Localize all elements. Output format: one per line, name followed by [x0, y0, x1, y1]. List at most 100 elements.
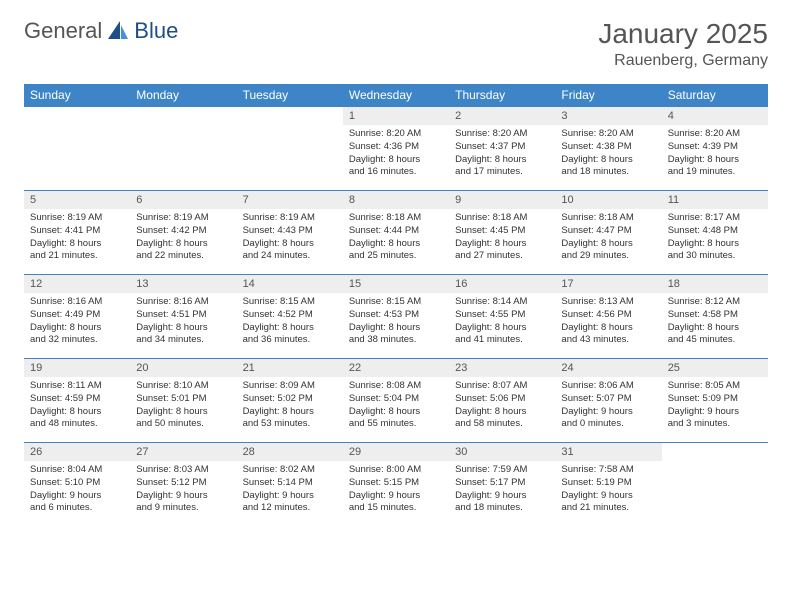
day-info-line: Sunrise: 8:20 AM: [455, 128, 549, 141]
day-info-line: Sunset: 5:14 PM: [243, 477, 337, 490]
day-number: 22: [343, 359, 449, 377]
day-number: 4: [662, 107, 768, 125]
day-info-line: Daylight: 9 hours: [136, 490, 230, 503]
day-info-line: Sunrise: 8:05 AM: [668, 380, 762, 393]
day-info-line: Sunset: 4:43 PM: [243, 225, 337, 238]
day-number: 16: [449, 275, 555, 293]
day-number: 5: [24, 191, 130, 209]
day-info-line: and 29 minutes.: [561, 250, 655, 263]
day-number: 17: [555, 275, 661, 293]
logo-text-general: General: [24, 18, 102, 44]
day-info: Sunrise: 8:14 AMSunset: 4:55 PMDaylight:…: [449, 293, 555, 351]
day-info-line: Sunset: 4:53 PM: [349, 309, 443, 322]
day-info-line: Sunrise: 8:02 AM: [243, 464, 337, 477]
day-info-line: Daylight: 8 hours: [668, 154, 762, 167]
calendar-day-cell: 24Sunrise: 8:06 AMSunset: 5:07 PMDayligh…: [555, 359, 661, 443]
day-info-line: Daylight: 8 hours: [455, 154, 549, 167]
day-info: Sunrise: 8:19 AMSunset: 4:42 PMDaylight:…: [130, 209, 236, 267]
calendar-day-cell: 14 Sunrise: 8:15 AMSunset: 4:52 PMDayligh…: [237, 275, 343, 359]
day-number: 25: [662, 359, 768, 377]
day-info: Sunrise: 8:15 AMSunset: 4:53 PMDaylight:…: [343, 293, 449, 351]
day-info-line: Daylight: 8 hours: [349, 322, 443, 335]
day-info-line: and 43 minutes.: [561, 334, 655, 347]
day-info-line: and 21 minutes.: [561, 502, 655, 515]
day-info: Sunrise: 8:05 AMSunset: 5:09 PMDaylight:…: [662, 377, 768, 435]
day-info: Sunrise: 8:00 AMSunset: 5:15 PMDaylight:…: [343, 461, 449, 519]
day-info-line: and 19 minutes.: [668, 166, 762, 179]
day-number: 14: [237, 275, 343, 293]
day-number: 29: [343, 443, 449, 461]
day-info-line: Sunset: 5:10 PM: [30, 477, 124, 490]
calendar-day-cell: 16Sunrise: 8:14 AMSunset: 4:55 PMDayligh…: [449, 275, 555, 359]
calendar-day-cell: [237, 107, 343, 191]
day-info-line: Sunset: 5:07 PM: [561, 393, 655, 406]
logo: General Blue: [24, 18, 178, 44]
day-info-line: Daylight: 8 hours: [243, 322, 337, 335]
day-header: Monday: [130, 84, 236, 107]
day-info-line: Daylight: 8 hours: [668, 322, 762, 335]
calendar-day-cell: 18Sunrise: 8:12 AMSunset: 4:58 PMDayligh…: [662, 275, 768, 359]
day-number: 10: [555, 191, 661, 209]
day-info-line: Sunset: 4:52 PM: [243, 309, 337, 322]
day-header: Friday: [555, 84, 661, 107]
day-info-line: and 36 minutes.: [243, 334, 337, 347]
logo-text-blue: Blue: [134, 18, 178, 44]
day-info-line: Sunrise: 8:12 AM: [668, 296, 762, 309]
day-info-line: Sunset: 4:49 PM: [30, 309, 124, 322]
day-info-line: Sunset: 5:06 PM: [455, 393, 549, 406]
day-info-line: and 45 minutes.: [668, 334, 762, 347]
day-info: Sunrise: 8:10 AMSunset: 5:01 PMDaylight:…: [130, 377, 236, 435]
day-info-line: Sunrise: 8:03 AM: [136, 464, 230, 477]
day-number: 20: [130, 359, 236, 377]
day-info: Sunrise: 8:16 AMSunset: 4:51 PMDaylight:…: [130, 293, 236, 351]
day-info-line: Daylight: 8 hours: [455, 322, 549, 335]
day-number: 21: [237, 359, 343, 377]
day-info-line: Sunrise: 8:20 AM: [668, 128, 762, 141]
month-title: January 2025: [598, 18, 768, 50]
day-info-line: and 6 minutes.: [30, 502, 124, 515]
day-info-line: and 53 minutes.: [243, 418, 337, 431]
calendar-day-cell: 27Sunrise: 8:03 AMSunset: 5:12 PMDayligh…: [130, 443, 236, 527]
day-info-line: Sunset: 4:56 PM: [561, 309, 655, 322]
day-info: Sunrise: 8:09 AMSunset: 5:02 PMDaylight:…: [237, 377, 343, 435]
calendar-day-cell: 10Sunrise: 8:18 AMSunset: 4:47 PMDayligh…: [555, 191, 661, 275]
day-info-line: and 25 minutes.: [349, 250, 443, 263]
day-info-line: Sunset: 4:58 PM: [668, 309, 762, 322]
day-info: Sunrise: 8:06 AMSunset: 5:07 PMDaylight:…: [555, 377, 661, 435]
day-info: Sunrise: 8:20 AMSunset: 4:37 PMDaylight:…: [449, 125, 555, 183]
day-number: 2: [449, 107, 555, 125]
day-info-line: Sunset: 4:47 PM: [561, 225, 655, 238]
day-info-line: Daylight: 8 hours: [136, 406, 230, 419]
day-info-line: and 27 minutes.: [455, 250, 549, 263]
day-info: Sunrise: 8:18 AMSunset: 4:45 PMDaylight:…: [449, 209, 555, 267]
day-info-line: Sunset: 5:15 PM: [349, 477, 443, 490]
day-number: 19: [24, 359, 130, 377]
calendar-day-cell: 17Sunrise: 8:13 AMSunset: 4:56 PMDayligh…: [555, 275, 661, 359]
day-info-line: Sunset: 5:04 PM: [349, 393, 443, 406]
day-info-line: Daylight: 8 hours: [30, 322, 124, 335]
day-info-line: Sunrise: 8:07 AM: [455, 380, 549, 393]
day-info: Sunrise: 7:59 AMSunset: 5:17 PMDaylight:…: [449, 461, 555, 519]
calendar-day-cell: 1Sunrise: 8:20 AMSunset: 4:36 PMDaylight…: [343, 107, 449, 191]
day-info-line: Sunrise: 7:58 AM: [561, 464, 655, 477]
day-number: 12: [24, 275, 130, 293]
day-info-line: and 17 minutes.: [455, 166, 549, 179]
day-info-line: Sunset: 5:12 PM: [136, 477, 230, 490]
day-info: Sunrise: 8:19 AMSunset: 4:43 PMDaylight:…: [237, 209, 343, 267]
day-info-line: Sunrise: 8:19 AM: [243, 212, 337, 225]
day-info-line: Daylight: 8 hours: [455, 238, 549, 251]
title-block: January 2025 Rauenberg, Germany: [598, 18, 768, 70]
calendar-day-cell: 21Sunrise: 8:09 AMSunset: 5:02 PMDayligh…: [237, 359, 343, 443]
day-info-line: Daylight: 8 hours: [243, 406, 337, 419]
calendar-day-cell: 26Sunrise: 8:04 AMSunset: 5:10 PMDayligh…: [24, 443, 130, 527]
day-info-line: Sunrise: 8:15 AM: [243, 296, 337, 309]
day-info-line: and 3 minutes.: [668, 418, 762, 431]
calendar-body: 1Sunrise: 8:20 AMSunset: 4:36 PMDaylight…: [24, 107, 768, 527]
day-info-line: Sunset: 4:55 PM: [455, 309, 549, 322]
calendar-day-cell: 13Sunrise: 8:16 AMSunset: 4:51 PMDayligh…: [130, 275, 236, 359]
day-info-line: Daylight: 8 hours: [30, 238, 124, 251]
day-number: 7: [237, 191, 343, 209]
day-info: Sunrise: 8:19 AMSunset: 4:41 PMDaylight:…: [24, 209, 130, 267]
day-info-line: Sunrise: 8:14 AM: [455, 296, 549, 309]
day-info: Sunrise: 8:04 AMSunset: 5:10 PMDaylight:…: [24, 461, 130, 519]
